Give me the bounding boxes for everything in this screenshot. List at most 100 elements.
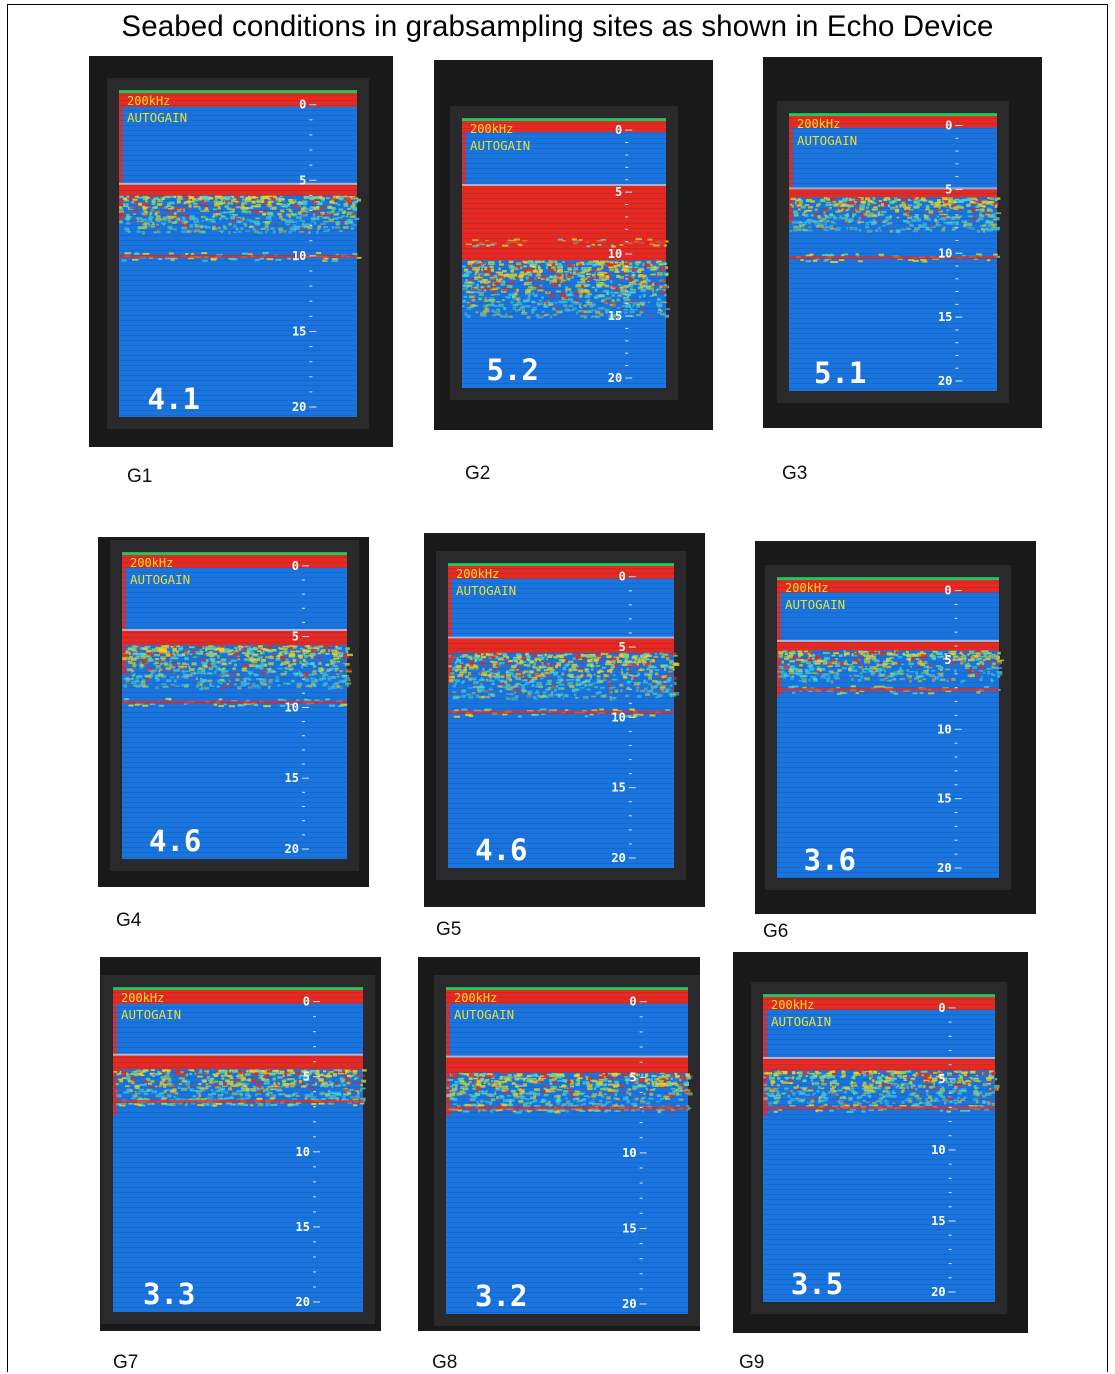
scan-lines (446, 987, 688, 1313)
seabed-edge (122, 628, 347, 631)
seabed-return-band (789, 189, 997, 198)
secondary-echo-band (122, 700, 347, 704)
surface-green-line (446, 987, 688, 990)
depth-scale-label: 5 (945, 182, 952, 196)
depth-readout: 4.6 (149, 824, 201, 858)
frequency-label: 200kHz (121, 991, 164, 1005)
scan-lines (448, 563, 674, 864)
seabed-return-band (122, 630, 347, 646)
echo-screen: 0 5 10 15 20 200kHz AUTOGAIN 3.6 (777, 577, 1005, 878)
autogain-label: AUTOGAIN (130, 572, 190, 587)
echo-photo-g1: 0 5 10 15 20 200kHz AUTOGAIN 4.1 (89, 56, 393, 447)
sediment-texture (462, 238, 671, 320)
depth-scale-label: 0 (944, 584, 951, 598)
panel-label-g9: G9 (739, 1352, 765, 1373)
depth-scale-label: 15 (296, 1220, 310, 1234)
seabed-edge (448, 636, 674, 639)
panel-label-g1: G1 (127, 466, 153, 487)
scan-lines (119, 90, 357, 416)
panel-label-g3: G3 (782, 463, 808, 484)
depth-scale-label: 15 (938, 310, 952, 324)
sediment-texture (763, 1070, 1000, 1113)
panel-label-g2: G2 (465, 463, 491, 484)
seabed-return-band (448, 638, 674, 653)
gain-strip (462, 130, 466, 225)
depth-scale-label: 15 (931, 1214, 945, 1228)
depth-scale-label: 5 (938, 1072, 945, 1086)
surface-green-line (789, 113, 997, 116)
surface-green-line (448, 563, 674, 566)
frequency-label: 200kHz (130, 556, 173, 570)
depth-readout: 3.2 (475, 1279, 527, 1313)
surface-green-line (777, 577, 999, 580)
surface-red-band (448, 566, 674, 579)
depth-scale-label: 0 (615, 123, 622, 137)
depth-scale-label: 15 (937, 792, 951, 806)
depth-scale: 0 5 10 15 20 (608, 123, 633, 385)
autogain-label: AUTOGAIN (454, 1007, 514, 1022)
scan-lines (777, 577, 999, 878)
surface-green-line (763, 994, 995, 997)
depth-scale: 0 5 10 15 20 (931, 1001, 956, 1299)
depth-scale-label: 10 (622, 1146, 636, 1160)
seabed-edge (763, 1057, 995, 1060)
depth-scale: 0 5 10 15 20 (622, 995, 647, 1311)
frequency-label: 200kHz (456, 567, 499, 581)
depth-scale-label: 20 (285, 842, 299, 856)
scan-lines (789, 113, 997, 389)
frequency-label: 200kHz (127, 94, 170, 108)
secondary-echo-band (446, 1106, 688, 1110)
depth-scale-label: 20 (611, 851, 625, 865)
depth-scale-label: 0 (299, 98, 306, 112)
depth-scale-label: 20 (622, 1297, 636, 1311)
depth-scale: 0 5 10 15 20 (937, 584, 962, 875)
echo-photo-g6: 0 5 10 15 20 200kHz AUTOGAIN 3.6 (755, 541, 1036, 914)
sediment-texture (446, 1072, 693, 1114)
surface-green-line (122, 552, 347, 555)
autogain-label: AUTOGAIN (470, 138, 530, 153)
echo-screen: 0 5 10 15 20 200kHz AUTOGAIN 5.1 (789, 113, 1002, 391)
surface-green-line (119, 90, 357, 93)
gain-strip (448, 576, 452, 684)
depth-scale-label: 0 (945, 119, 952, 133)
depth-scale-label: 10 (938, 246, 952, 260)
depth-scale-label: 10 (937, 722, 951, 736)
depth-scale: 0 5 10 15 20 (938, 119, 963, 388)
seabed-return-band (446, 1057, 688, 1073)
depth-scale-label: 5 (303, 1070, 310, 1084)
panel-label-g7: G7 (113, 1352, 139, 1373)
scan-lines (122, 552, 347, 858)
depth-readout: 3.5 (791, 1267, 843, 1301)
surface-green-line (462, 118, 666, 121)
seabed-edge (113, 1053, 363, 1056)
depth-scale-label: 10 (296, 1145, 310, 1159)
depth-readout: 5.1 (814, 356, 866, 390)
frequency-label: 200kHz (785, 581, 828, 595)
depth-scale-label: 20 (292, 400, 306, 414)
panel-label-g5: G5 (436, 919, 462, 940)
seabed-return-band (113, 1055, 363, 1070)
water-column (789, 113, 997, 391)
panel-label-g6: G6 (763, 921, 789, 942)
depth-scale-label: 5 (299, 173, 306, 187)
depth-scale-label: 20 (931, 1285, 945, 1299)
surface-red-band (763, 997, 995, 1010)
echo-photo-g7: 0 5 10 15 20 200kHz AUTOGAIN 3.3 (100, 957, 381, 1331)
depth-scale-label: 5 (292, 630, 299, 644)
echo-screen: 0 5 10 15 20 200kHz AUTOGAIN 4.6 (448, 563, 680, 868)
depth-scale: 0 5 10 15 20 (292, 98, 317, 414)
scan-lines (763, 994, 995, 1300)
depth-scale-label: 0 (303, 995, 310, 1009)
surface-red-band (777, 580, 999, 593)
seabed-edge (789, 187, 997, 190)
depth-scale-label: 15 (608, 309, 622, 323)
water-column (777, 577, 999, 878)
water-column (763, 994, 995, 1302)
echo-photo-g3: 0 5 10 15 20 200kHz AUTOGAIN 5.1 (763, 57, 1042, 428)
surface-red-band (119, 93, 357, 107)
depth-scale-label: 0 (619, 570, 626, 584)
panel-label-g8: G8 (432, 1352, 458, 1373)
depth-scale-label: 10 (292, 249, 306, 263)
seabed-return-band (763, 1059, 995, 1071)
echo-screen: 0 5 10 15 20 200kHz AUTOGAIN 5.2 (462, 118, 671, 388)
